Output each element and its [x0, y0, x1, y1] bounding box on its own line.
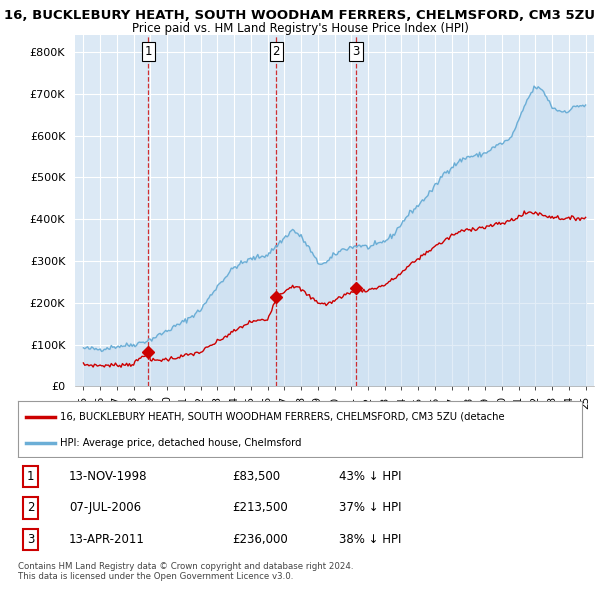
Text: 3: 3 [27, 533, 34, 546]
Text: £236,000: £236,000 [232, 533, 288, 546]
Text: This data is licensed under the Open Government Licence v3.0.: This data is licensed under the Open Gov… [18, 572, 293, 581]
Text: 38% ↓ HPI: 38% ↓ HPI [340, 533, 402, 546]
Text: 13-NOV-1998: 13-NOV-1998 [69, 470, 147, 483]
Text: 07-JUL-2006: 07-JUL-2006 [69, 502, 141, 514]
Text: 1: 1 [145, 45, 152, 58]
Text: HPI: Average price, detached house, Chelmsford: HPI: Average price, detached house, Chel… [60, 438, 302, 448]
Text: Price paid vs. HM Land Registry's House Price Index (HPI): Price paid vs. HM Land Registry's House … [131, 22, 469, 35]
Text: 3: 3 [352, 45, 359, 58]
Text: 13-APR-2011: 13-APR-2011 [69, 533, 145, 546]
Text: 16, BUCKLEBURY HEATH, SOUTH WOODHAM FERRERS, CHELMSFORD, CM3 5ZU (detache: 16, BUCKLEBURY HEATH, SOUTH WOODHAM FERR… [60, 412, 505, 422]
Text: £83,500: £83,500 [232, 470, 280, 483]
Text: 1: 1 [26, 470, 34, 483]
Text: 2: 2 [272, 45, 280, 58]
Text: Contains HM Land Registry data © Crown copyright and database right 2024.: Contains HM Land Registry data © Crown c… [18, 562, 353, 571]
Text: 37% ↓ HPI: 37% ↓ HPI [340, 502, 402, 514]
Text: 16, BUCKLEBURY HEATH, SOUTH WOODHAM FERRERS, CHELMSFORD, CM3 5ZU: 16, BUCKLEBURY HEATH, SOUTH WOODHAM FERR… [5, 9, 595, 22]
Text: 43% ↓ HPI: 43% ↓ HPI [340, 470, 402, 483]
Text: £213,500: £213,500 [232, 502, 288, 514]
Text: 2: 2 [26, 502, 34, 514]
